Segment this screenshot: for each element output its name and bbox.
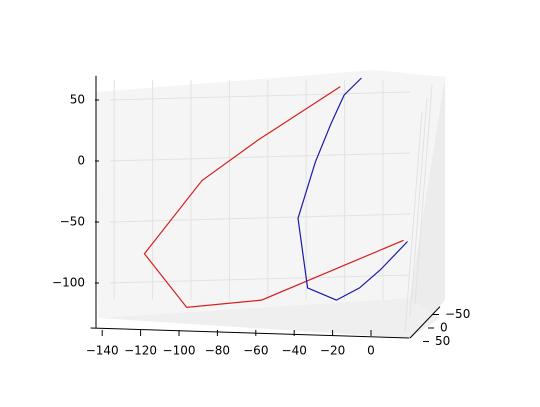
y-grid-line (414, 84, 433, 305)
y-tick-label: 50 (435, 334, 450, 348)
x-tick-label: −80 (205, 344, 230, 358)
plot-lines (143, 77, 408, 309)
z-grid-line (109, 213, 411, 223)
y-grid-line (404, 111, 423, 332)
axes: −140 −120 −100 −80 −60 −40 −20 0−100−50050−5005… (52, 75, 470, 358)
grid (109, 80, 433, 332)
x-tick-label: −100 (163, 344, 196, 358)
z-tick-label: −50 (60, 215, 85, 229)
y-tick-label: −50 (445, 307, 470, 321)
z-tick-label: −100 (52, 276, 85, 290)
series-line (143, 86, 404, 309)
floor-pane (98, 298, 440, 338)
z-grid-line (109, 91, 411, 101)
z-grid-line (109, 274, 411, 284)
series-line (297, 77, 408, 301)
z-tick-label: 0 (77, 154, 85, 168)
y-axis-line (409, 306, 441, 339)
x-tick-label: −120 (124, 344, 157, 358)
x-tick-label: −60 (243, 344, 268, 358)
x-tick-label: −40 (282, 344, 307, 358)
side-pane (410, 77, 445, 338)
x-tick-label: 0 (367, 344, 375, 358)
x-tick-label: −140 (86, 344, 119, 358)
x-axis-line (90, 327, 410, 339)
y-tick-label: 0 (440, 321, 448, 335)
back-pane (96, 70, 445, 318)
z-tick-label: 50 (70, 93, 85, 107)
z-grid-line (109, 152, 411, 162)
x-tick-label: −20 (320, 344, 345, 358)
y-grid-line (409, 97, 428, 319)
